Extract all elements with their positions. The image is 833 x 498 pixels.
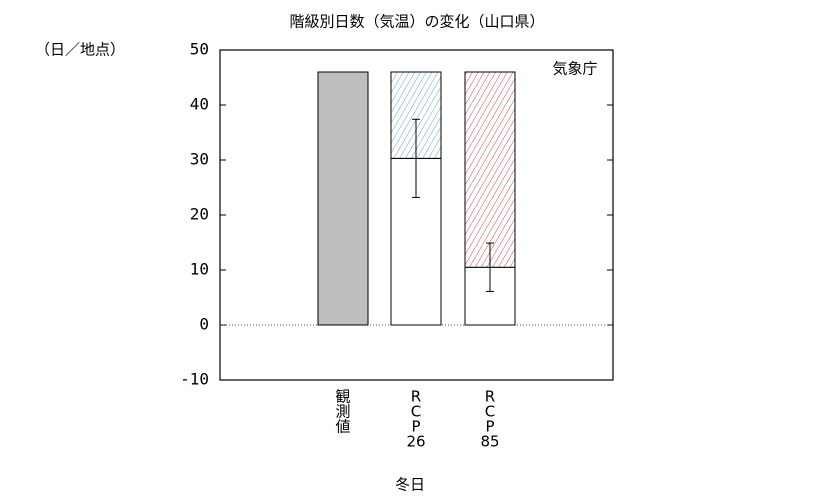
y-tick-label: -10	[180, 370, 209, 389]
x-tick-label: R	[411, 388, 421, 406]
y-tick-label: 40	[190, 95, 209, 114]
x-tick-label: 26	[406, 433, 425, 451]
y-tick-label: 10	[190, 260, 209, 279]
chart-title: 階級別日数（気温）の変化（山口県）	[289, 13, 544, 31]
bar	[464, 266, 516, 326]
x-tick-label: 85	[480, 433, 499, 451]
y-tick-label: 30	[190, 150, 209, 169]
y-unit: （日／地点）	[35, 41, 125, 59]
x-tick-label: 観	[335, 388, 350, 406]
error-bar	[412, 118, 420, 198]
y-tick-label: 20	[190, 205, 209, 224]
x-tick-label: 値	[335, 418, 350, 436]
x-axis-label: 冬日	[395, 476, 425, 494]
bar	[317, 71, 369, 326]
x-tick-label: P	[411, 418, 420, 436]
plot-frame	[219, 49, 614, 381]
x-tick-label: C	[485, 403, 495, 421]
error-bar	[486, 242, 494, 292]
x-tick-label: R	[485, 388, 495, 406]
bar	[464, 71, 516, 268]
source-label: 気象庁	[552, 60, 597, 78]
x-tick-label: P	[485, 418, 494, 436]
y-tick-label: 0	[199, 315, 209, 334]
x-tick-label: C	[411, 403, 421, 421]
x-tick-label: 測	[335, 403, 350, 421]
y-tick-label: 50	[190, 40, 209, 59]
